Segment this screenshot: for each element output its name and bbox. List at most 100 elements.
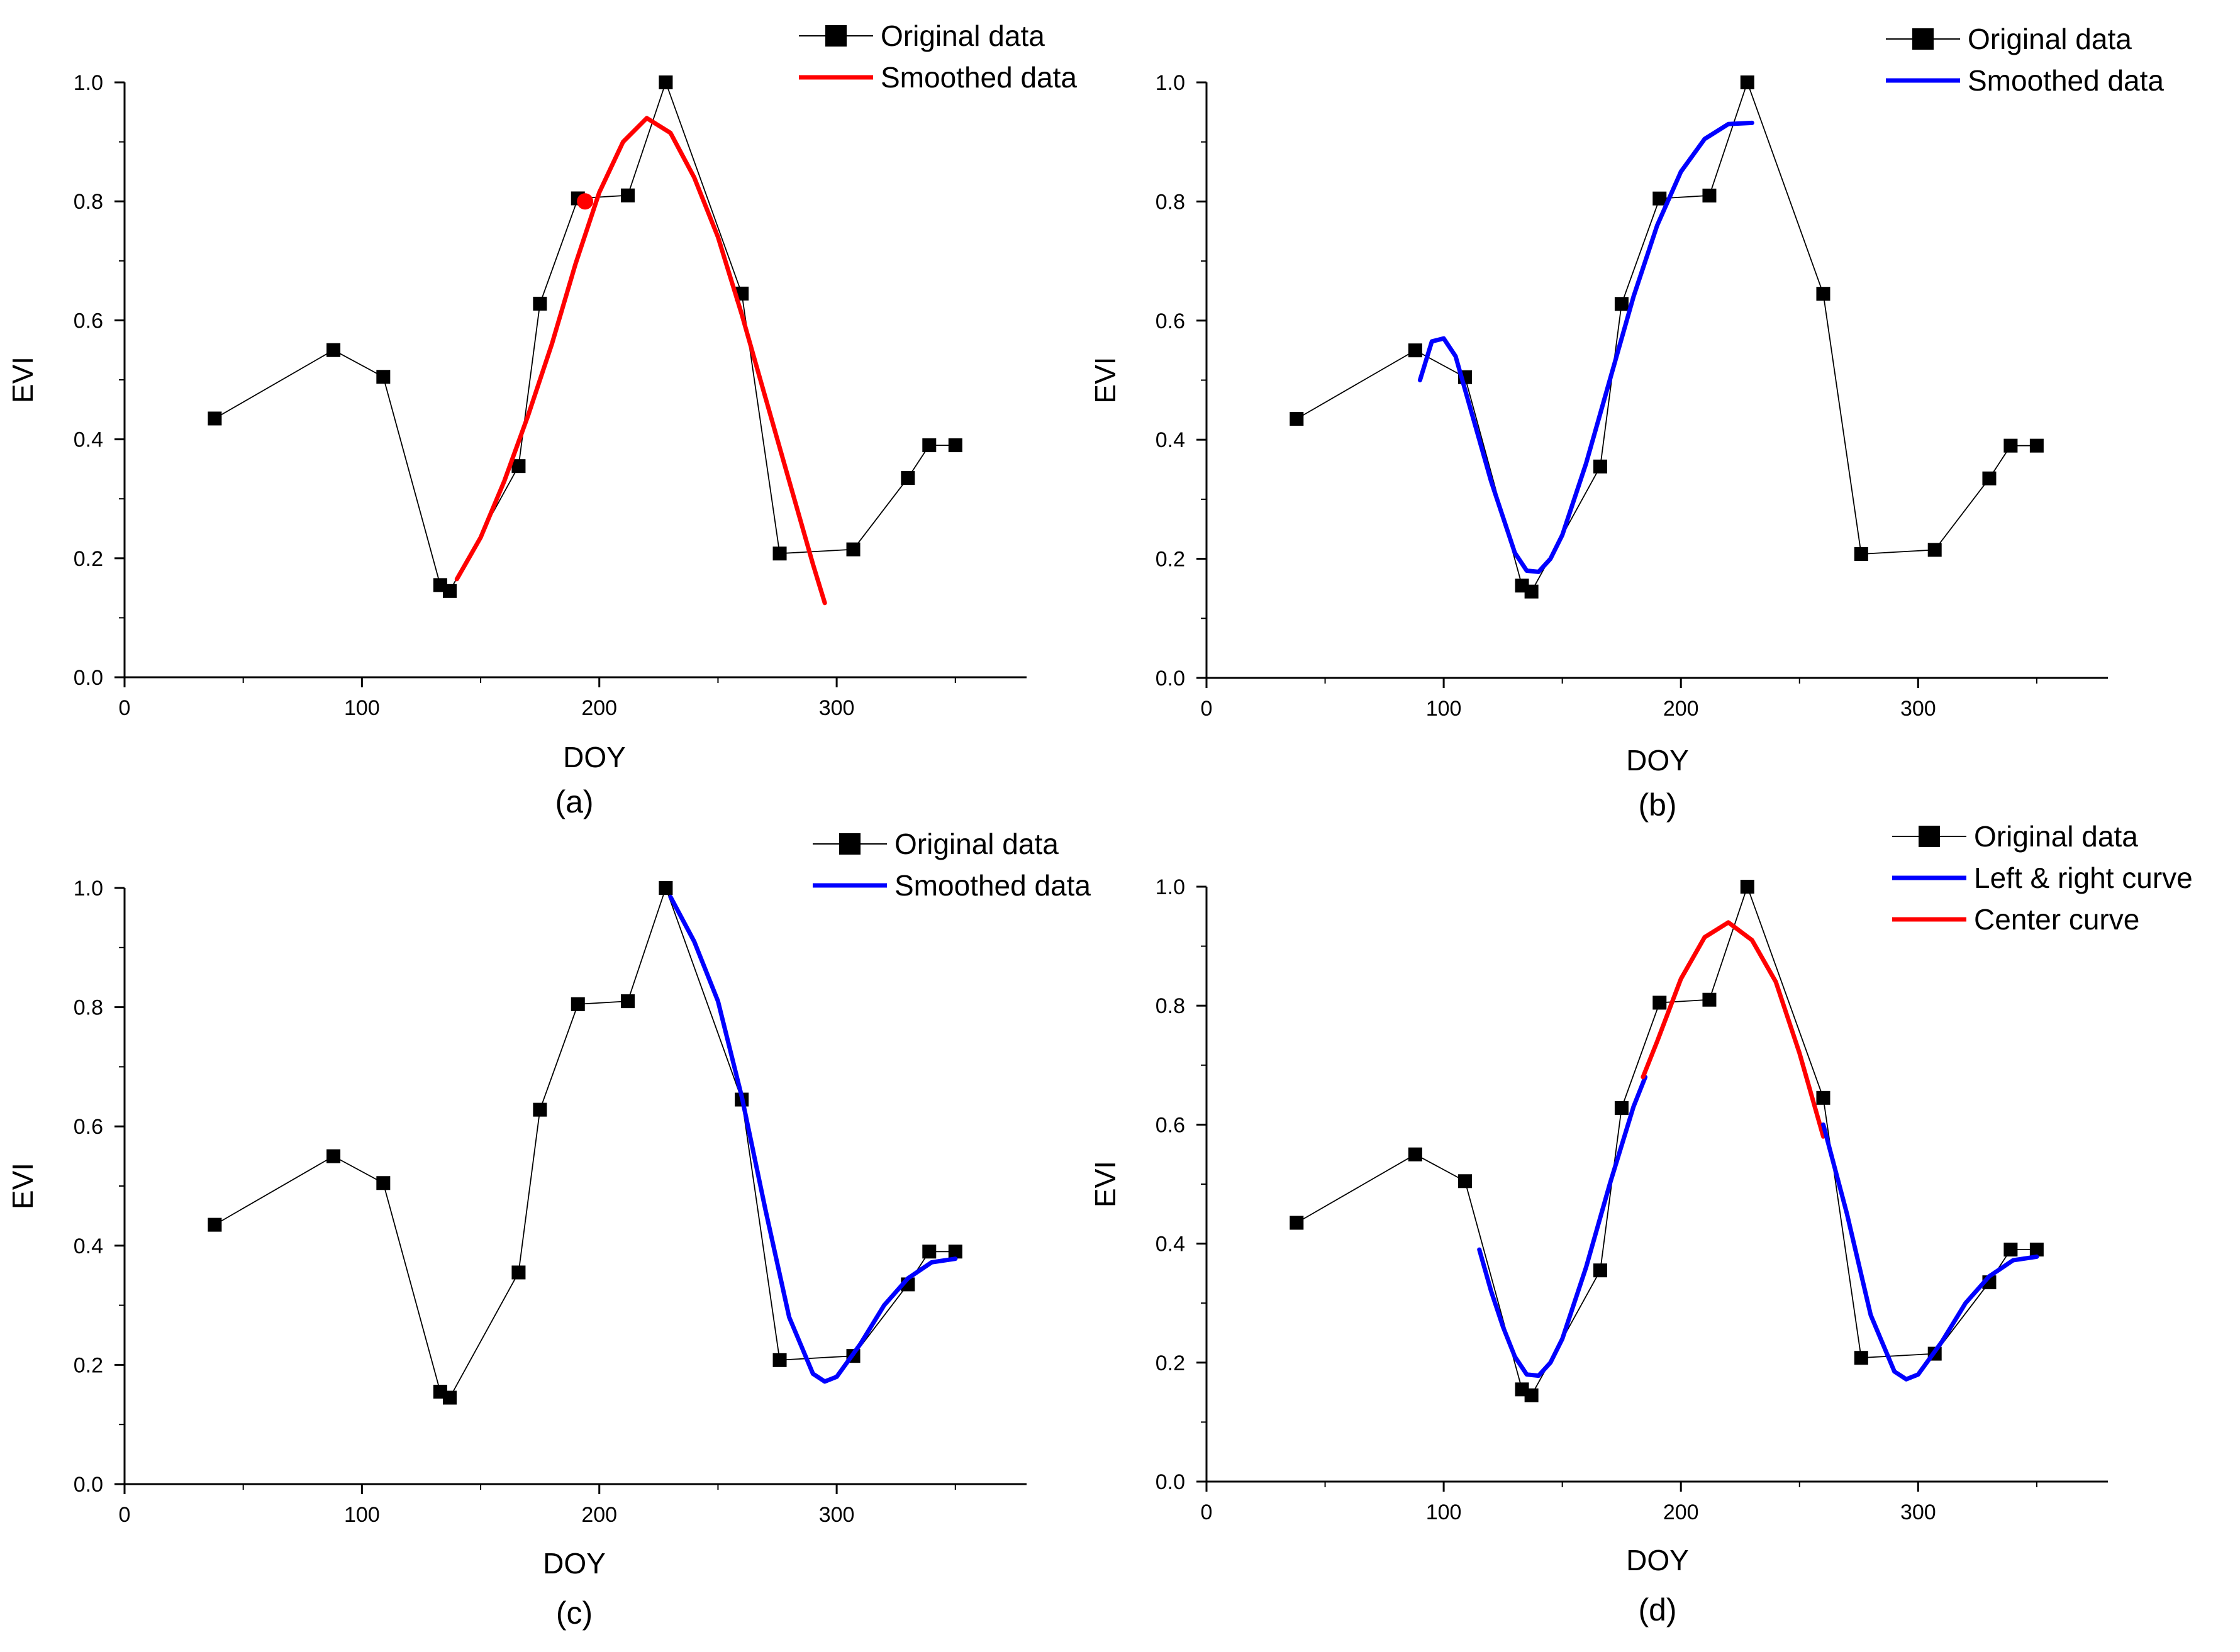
x-tick-label: 200 — [581, 696, 617, 720]
x-tick-label: 100 — [1426, 697, 1462, 721]
original-data-point — [376, 1176, 391, 1190]
x-tick-label: 100 — [344, 1503, 380, 1527]
legend: Original data Smoothed data — [813, 828, 1091, 902]
original-data-point — [1458, 1174, 1473, 1189]
original-data-point — [772, 546, 787, 561]
legend-marker — [1912, 28, 1934, 50]
original-data-point — [659, 881, 673, 895]
legend-label: Original data — [1968, 23, 2132, 55]
x-axis-title: DOY — [1626, 744, 1689, 777]
panel-label: (b) — [1638, 787, 1676, 823]
y-tick-label: 0.4 — [74, 1234, 103, 1258]
legend-label: Smoothed data — [881, 61, 1077, 94]
chart-panel-1: 0 100 200 300 0.0 0.2 0.4 0.6 0.8 1.0 DOY EVI (a) Ori… — [6, 19, 1077, 819]
original-data-point — [1593, 459, 1607, 474]
x-axis-title: DOY — [543, 1547, 606, 1580]
y-tick-label: 0.0 — [1156, 1470, 1185, 1494]
original-data-point — [948, 438, 962, 453]
original-data-point — [1854, 547, 1868, 562]
original-data-point — [621, 188, 635, 202]
right-curve-line — [1821, 1122, 2039, 1382]
x-tick-label: 300 — [819, 696, 855, 720]
legend-label: Left & right curve — [1974, 862, 2193, 894]
x-tick-label: 300 — [819, 1503, 855, 1527]
original-data-point — [208, 1217, 222, 1232]
original-data-point — [772, 1353, 787, 1367]
original-data-point — [1982, 471, 1997, 485]
y-tick-label: 0.6 — [74, 309, 103, 333]
original-data-line — [1296, 80, 2037, 592]
original-data-line — [214, 886, 956, 1399]
highlight-point — [577, 193, 594, 210]
original-data-line — [214, 80, 956, 592]
y-tick-label: 0.0 — [74, 666, 103, 690]
original-data-point — [208, 411, 222, 426]
legend: Original data Smoothed data — [799, 19, 1077, 94]
x-tick-label: 200 — [581, 1503, 617, 1527]
y-tick-label: 0.6 — [1156, 1113, 1185, 1137]
smoothed-data-line — [668, 894, 958, 1384]
y-tick-label: 0.8 — [74, 996, 103, 1020]
legend-label: Smoothed data — [1968, 64, 2164, 97]
original-data-point — [511, 459, 526, 474]
original-data-point — [533, 1102, 547, 1117]
y-tick-label: 1.0 — [1156, 71, 1185, 95]
legend-marker — [839, 833, 861, 855]
x-tick-label: 300 — [1900, 697, 1936, 721]
y-tick-label: 0.0 — [74, 1473, 103, 1497]
original-data-point — [1408, 1147, 1422, 1161]
x-tick-label: 0 — [119, 696, 131, 720]
original-data-point — [1854, 1351, 1868, 1365]
legend-label: Original data — [881, 19, 1045, 52]
chart-panel-4: 0 100 200 300 0.0 0.2 0.4 0.6 0.8 1.0 DOY EVI (d) Ori… — [1089, 820, 2193, 1627]
y-axis-title: EVI — [1089, 357, 1122, 403]
legend-label: Original data — [1974, 820, 2138, 853]
smoothed-data-line — [1417, 120, 1754, 574]
y-tick-label: 0.0 — [1156, 667, 1185, 690]
y-axis-title: EVI — [1089, 1161, 1122, 1207]
original-data-point — [1290, 1216, 1304, 1230]
x-tick-label: 0 — [119, 1503, 131, 1527]
original-data-point — [2029, 438, 2044, 453]
original-data-point — [846, 542, 861, 557]
original-data-point — [922, 438, 937, 453]
left-curve-line — [1477, 1075, 1648, 1378]
y-axis-title: EVI — [6, 357, 39, 403]
original-data-point — [1614, 297, 1629, 311]
chart-panel-2: 0 100 200 300 0.0 0.2 0.4 0.6 0.8 1.0 DOY EVI (b) Ori… — [1089, 23, 2164, 823]
x-tick-label: 0 — [1201, 697, 1213, 721]
legend-label: Original data — [894, 828, 1059, 860]
x-tick-label: 0 — [1201, 1500, 1213, 1524]
original-data-point — [533, 296, 547, 311]
chart-panel-3: 0 100 200 300 0.0 0.2 0.4 0.6 0.8 1.0 DOY EVI (c) Ori… — [6, 828, 1091, 1631]
original-data-point — [1614, 1100, 1629, 1115]
original-data-point — [1524, 1388, 1539, 1402]
original-data-point — [326, 343, 341, 357]
original-data-point — [511, 1265, 526, 1280]
original-data-point — [442, 584, 457, 598]
original-data-point — [1290, 412, 1304, 426]
y-tick-label: 1.0 — [74, 71, 103, 95]
original-data-point — [2003, 1243, 2018, 1257]
center-curve-line — [1641, 920, 1825, 1139]
y-tick-label: 0.2 — [1156, 1351, 1185, 1375]
original-data-point — [1740, 75, 1754, 89]
y-tick-label: 1.0 — [1156, 875, 1185, 899]
y-tick-label: 0.4 — [74, 428, 103, 452]
x-tick-label: 200 — [1663, 697, 1699, 721]
original-data-point — [2029, 1243, 2044, 1257]
smoothed-data-line — [454, 116, 827, 606]
x-tick-label: 200 — [1663, 1500, 1699, 1524]
original-data-point — [1740, 880, 1754, 894]
y-tick-label: 1.0 — [74, 877, 103, 901]
original-data-point — [1652, 995, 1667, 1010]
x-axis-title: DOY — [563, 741, 626, 773]
legend: Original data Left & right curve Center cu… — [1892, 820, 2193, 936]
original-data-line — [1296, 885, 2037, 1397]
original-data-point — [1702, 992, 1717, 1007]
y-tick-label: 0.2 — [74, 547, 103, 571]
y-tick-label: 0.4 — [1156, 1233, 1185, 1256]
y-tick-label: 0.2 — [74, 1353, 103, 1377]
original-data-point — [1652, 191, 1667, 206]
